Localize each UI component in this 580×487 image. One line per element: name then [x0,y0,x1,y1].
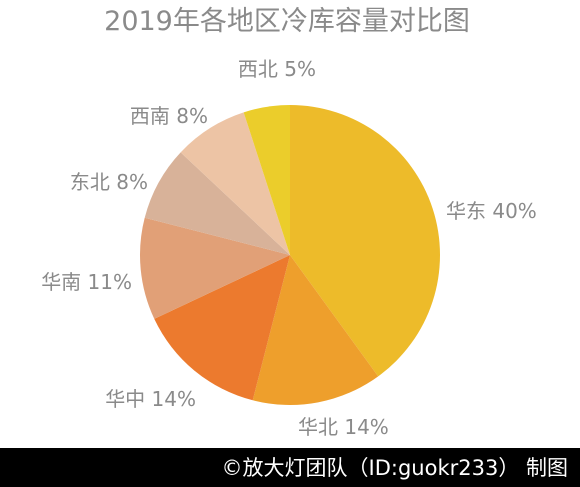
slice-label-西北: 西北 5% [238,57,316,81]
pie-slice-华北 [252,255,379,406]
footer-bar: ©放大灯团队（ID:guokr233） 制图 [0,448,580,487]
chart-title: 2019年各地区冷库容量对比图 [104,6,470,37]
pie-slice-华南 [139,217,290,319]
pie-slice-东北 [144,152,290,255]
pie-slice-西南 [180,112,290,255]
slice-label-华南: 华南 11% [41,270,132,294]
pie-slices [139,105,440,406]
slice-label-华中: 华中 14% [105,387,196,411]
pie-slice-华中 [154,255,290,401]
pie-slice-西北 [243,105,290,255]
slice-label-华东: 华东 40% [446,199,537,223]
pie-chart: 2019年各地区冷库容量对比图 华东 40% 华北 14% 华中 14% 华南 11%… [41,6,537,439]
slice-label-西南: 西南 8% [130,104,208,128]
slice-label-华北: 华北 14% [298,415,389,439]
footer-credit: ©放大灯团队（ID:guokr233） 制图 [221,456,568,480]
pie-slice-华东 [290,105,440,377]
slice-label-东北: 东北 8% [70,170,148,194]
slice-labels: 华东 40% 华北 14% 华中 14% 华南 11% 东北 8% 西南 8% 西北 5% [41,57,537,439]
